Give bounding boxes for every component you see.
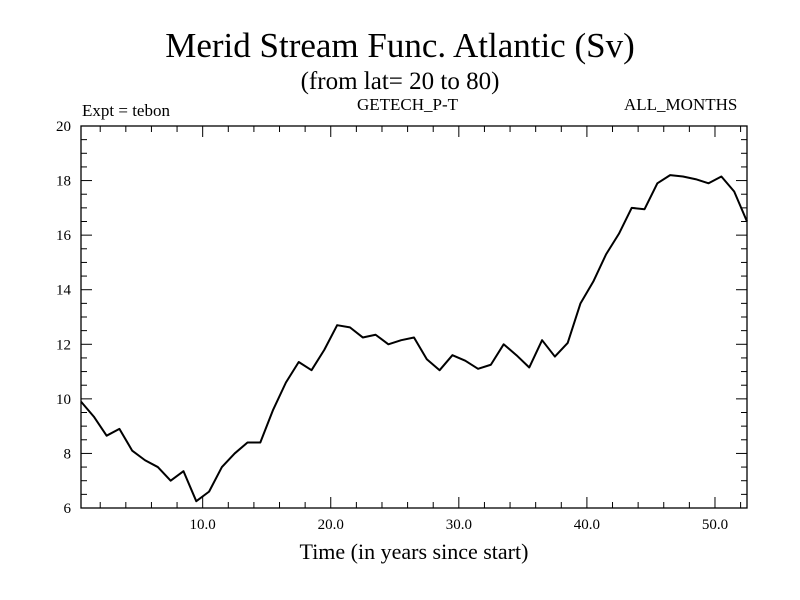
x-tick-label: 30.0	[446, 517, 472, 533]
months-label: ALL_MONTHS	[624, 95, 738, 114]
y-tick-label: 14	[56, 283, 72, 299]
x-tick-label: 40.0	[574, 517, 600, 533]
plot-frame	[80, 125, 748, 509]
x-axis-label: Time (in years since start)	[300, 539, 529, 564]
experiment-label: Expt = tebon	[82, 101, 170, 120]
y-axis-tick-labels: 6 8 10 12 14 16 18 20	[56, 119, 72, 517]
series-line	[80, 174, 748, 503]
y-tick-label: 20	[56, 119, 71, 135]
x-axis-ticks	[99, 126, 742, 508]
y-tick-label: 16	[56, 228, 72, 244]
y-tick-label: 10	[56, 392, 71, 408]
y-tick-label: 6	[64, 501, 72, 517]
y-axis-ticks	[81, 125, 747, 509]
x-axis-tick-labels: 10.0 20.0 30.0 40.0 50.0	[190, 517, 729, 533]
chart-title: Merid Stream Func. Atlantic (Sv)	[165, 26, 635, 65]
x-tick-label: 10.0	[190, 517, 216, 533]
x-tick-label: 50.0	[702, 517, 728, 533]
x-tick-label: 20.0	[318, 517, 344, 533]
chart-subtitle: (from lat= 20 to 80)	[300, 68, 500, 95]
forcing-label: GETECH_P-T	[357, 95, 459, 114]
y-tick-label: 12	[56, 337, 71, 353]
y-tick-label: 18	[56, 174, 71, 190]
y-tick-label: 8	[64, 446, 72, 462]
